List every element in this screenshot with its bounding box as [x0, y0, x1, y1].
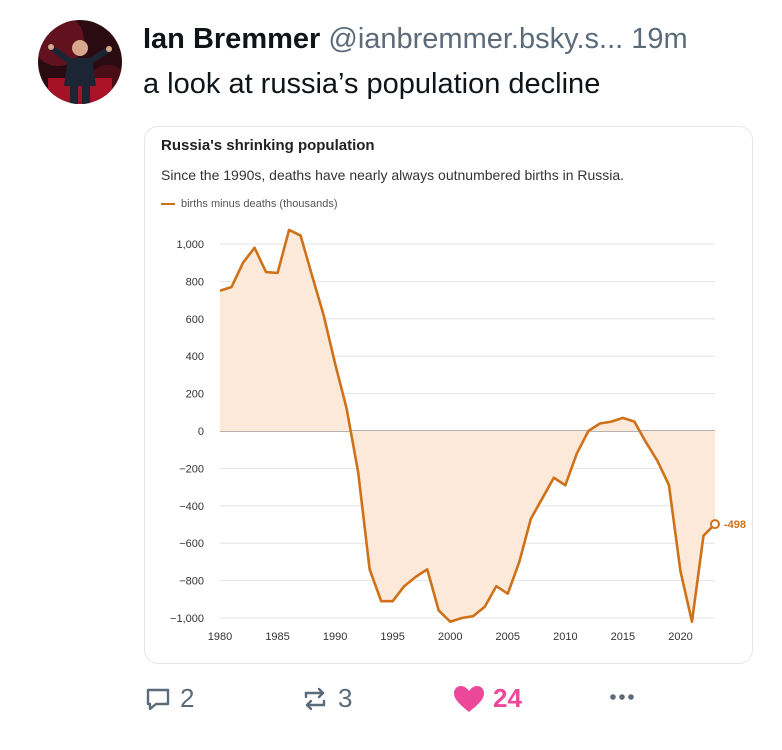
y-tick-label: 400: [186, 351, 204, 363]
x-tick-label: 2010: [553, 631, 577, 643]
y-tick-label: −1,000: [170, 613, 204, 625]
series-area: [220, 229, 715, 622]
x-tick-label: 2005: [496, 631, 520, 643]
x-tick-label: 1990: [323, 631, 347, 643]
like-button[interactable]: 24: [453, 683, 522, 714]
reply-count: 2: [180, 683, 195, 713]
ellipsis-icon: [610, 694, 634, 700]
post-actions: 2 3 24: [140, 683, 660, 723]
repost-icon: [304, 687, 326, 710]
post-header: Ian Bremmer @ianbremmer.bsky.s... 19m: [143, 20, 688, 58]
y-tick-label: 0: [198, 426, 204, 438]
x-tick-label: 1995: [380, 631, 404, 643]
x-tick-label: 2000: [438, 631, 462, 643]
end-point-marker: [710, 519, 720, 530]
y-tick-label: −400: [179, 501, 204, 513]
series-line: [219, 228, 716, 624]
x-tick-label: 1985: [265, 631, 289, 643]
reply-button[interactable]: 2: [144, 683, 194, 714]
x-tick-label: 2020: [668, 631, 692, 643]
repost-button[interactable]: 3: [300, 683, 352, 714]
author-name[interactable]: Ian Bremmer: [143, 23, 321, 55]
reply-icon: [146, 688, 170, 710]
post-text: a look at russia’s population decline: [143, 68, 601, 100]
y-tick-label: −800: [179, 576, 204, 588]
like-count: 24: [493, 683, 522, 713]
end-value-label: -498: [724, 519, 746, 531]
heart-icon: [454, 685, 484, 712]
author-avatar[interactable]: [38, 20, 122, 104]
x-tick-label: 1980: [208, 631, 232, 643]
y-tick-label: −600: [179, 538, 204, 550]
population-chart: 1,0008006004002000−200−400−600−800−1,000…: [170, 228, 746, 643]
post-timestamp[interactable]: 19m: [631, 23, 688, 55]
y-tick-label: 800: [186, 276, 204, 288]
chart-subtitle: Since the 1990s, deaths have nearly alwa…: [161, 167, 625, 183]
chart-title: Russia's shrinking population: [161, 137, 375, 154]
legend-swatch: [161, 203, 175, 205]
y-tick-label: −200: [179, 463, 204, 475]
y-tick-label: 600: [186, 314, 204, 326]
avatar-image: [38, 20, 122, 104]
author-handle[interactable]: @ianbremmer.bsky.s...: [328, 23, 624, 55]
legend-label: births minus deaths (thousands): [181, 198, 338, 210]
chart-legend: births minus deaths (thousands): [161, 198, 338, 210]
chart-image-card[interactable]: 1,000 800 600 400 200 0 −200 −400 −600 −800 −1,000…: [144, 126, 753, 664]
repost-count: 3: [338, 683, 353, 713]
y-tick-label: 1,000: [176, 239, 204, 251]
y-tick-label: 200: [186, 389, 204, 401]
more-options-button[interactable]: [608, 683, 636, 711]
x-tick-label: 2015: [611, 631, 635, 643]
